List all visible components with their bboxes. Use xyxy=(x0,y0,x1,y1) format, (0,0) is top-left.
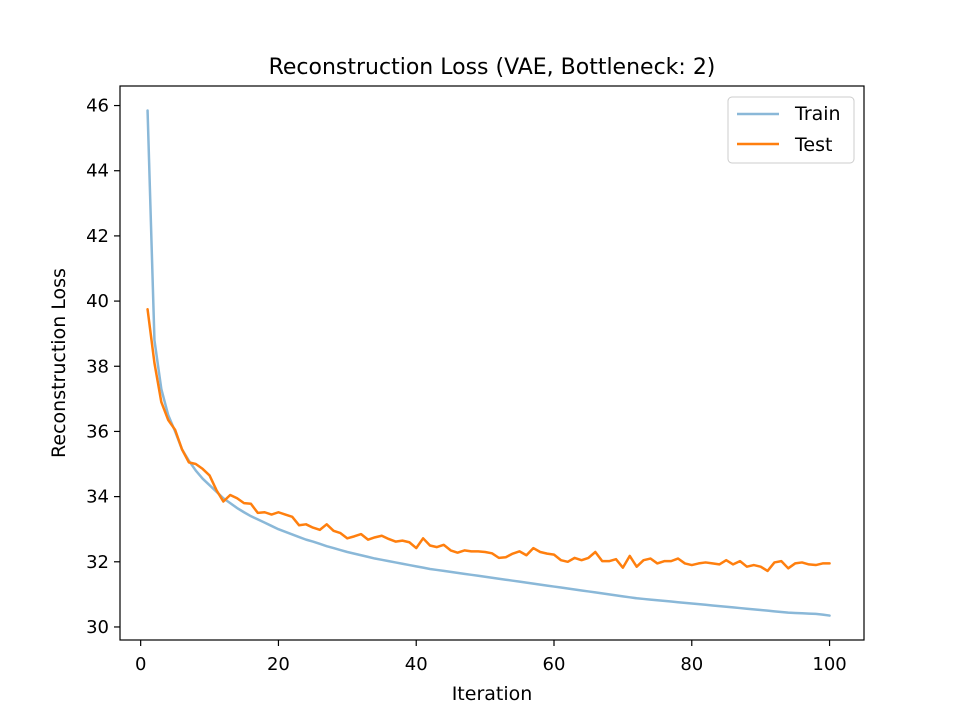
y-axis: 30 32 34 36 38 40 42 44 46 xyxy=(86,96,120,638)
legend-label-train: Train xyxy=(794,103,841,125)
x-tick-label: 0 xyxy=(135,654,146,675)
x-tick-label: 60 xyxy=(543,654,566,675)
x-tick-label: 40 xyxy=(405,654,428,675)
y-tick-label: 30 xyxy=(86,617,109,638)
x-tick-label: 20 xyxy=(267,654,290,675)
plot-lines xyxy=(146,109,831,617)
series-line-test xyxy=(146,307,831,573)
y-tick-label: 42 xyxy=(86,226,109,247)
y-tick-label: 44 xyxy=(86,161,109,182)
y-tick-label: 46 xyxy=(86,96,109,117)
series-line-train xyxy=(146,109,831,617)
x-tick-label: 100 xyxy=(812,654,846,675)
x-axis-label: Iteration xyxy=(452,683,533,705)
legend: Train Test xyxy=(727,96,855,164)
x-tick-label: 80 xyxy=(680,654,703,675)
y-tick-label: 36 xyxy=(86,421,109,442)
y-tick-label: 40 xyxy=(86,291,109,312)
chart-title: Reconstruction Loss (VAE, Bottleneck: 2) xyxy=(269,55,716,80)
plot-frame xyxy=(119,85,865,641)
y-tick-label: 32 xyxy=(86,552,109,573)
y-tick-label: 34 xyxy=(86,487,109,508)
legend-label-test: Test xyxy=(794,134,832,156)
y-tick-label: 38 xyxy=(86,356,109,377)
y-axis-label: Reconstruction Loss xyxy=(48,268,70,458)
x-axis: 0 20 40 60 80 100 xyxy=(135,640,847,675)
